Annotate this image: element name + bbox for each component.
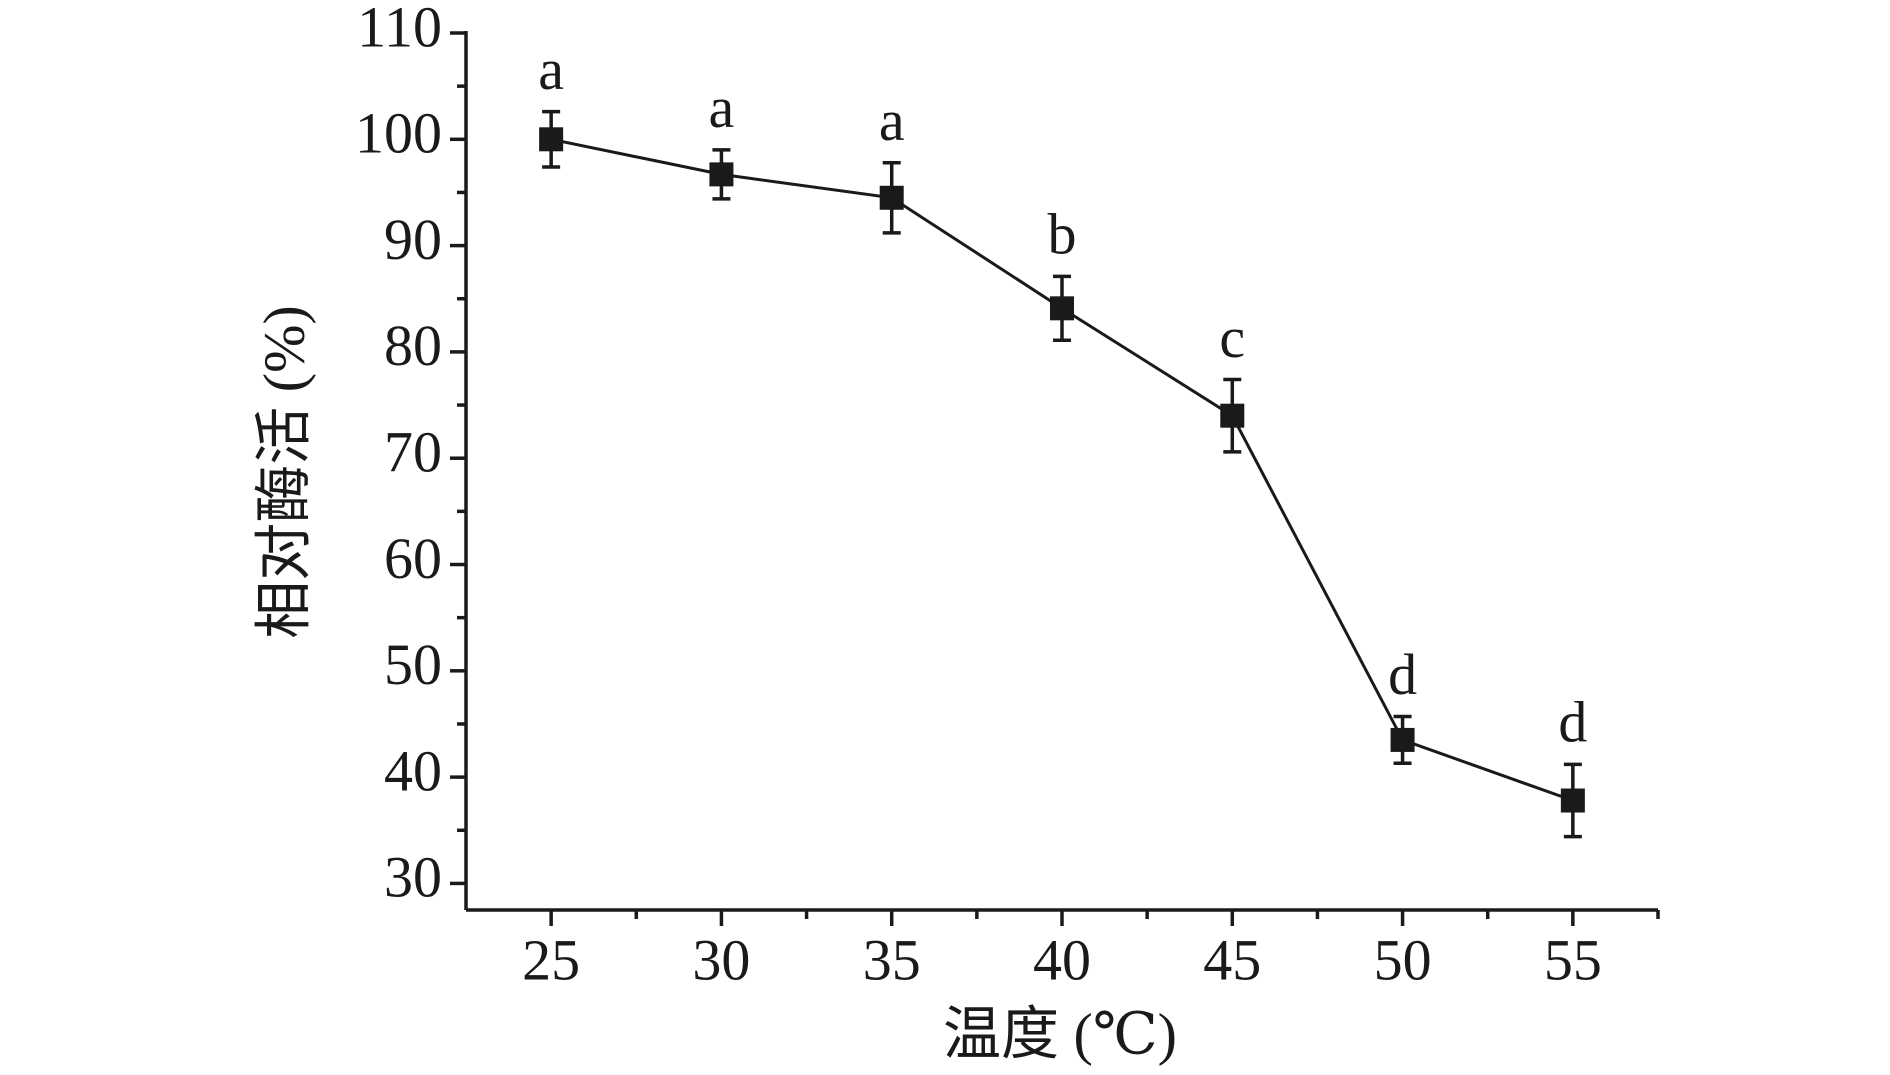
y-tick-label: 60 xyxy=(384,526,442,591)
data-point xyxy=(1220,403,1245,428)
significance-label: d xyxy=(1388,642,1417,707)
x-tick-label: 30 xyxy=(692,927,750,992)
x-tick-label: 35 xyxy=(863,927,921,992)
x-axis-label: 温度 (℃) xyxy=(943,1001,1177,1066)
data-point xyxy=(1560,788,1585,813)
x-tick-label: 55 xyxy=(1544,927,1602,992)
y-tick-label: 50 xyxy=(384,632,442,697)
x-tick-label: 50 xyxy=(1374,927,1432,992)
x-tick-label: 25 xyxy=(522,927,580,992)
x-tick-label: 45 xyxy=(1203,927,1261,992)
data-point xyxy=(879,185,904,210)
data-point xyxy=(709,162,734,187)
y-tick-label: 80 xyxy=(384,313,442,378)
y-tick-label: 90 xyxy=(384,207,442,272)
y-tick-label: 70 xyxy=(384,420,442,485)
data-point xyxy=(1390,727,1415,752)
data-point xyxy=(1050,296,1074,321)
significance-label: c xyxy=(1219,305,1245,370)
significance-label: a xyxy=(879,88,905,153)
y-tick-label: 110 xyxy=(357,0,442,59)
x-tick-label: 40 xyxy=(1033,927,1091,992)
y-tick-label: 100 xyxy=(355,101,442,166)
significance-label: a xyxy=(538,37,564,102)
significance-label: b xyxy=(1048,202,1077,267)
data-point xyxy=(539,127,564,152)
y-tick-label: 30 xyxy=(384,845,442,910)
significance-label: a xyxy=(709,75,735,140)
y-tick-label: 40 xyxy=(384,738,442,803)
y-axis-label: 相对酶活 (%) xyxy=(251,305,316,638)
significance-label: d xyxy=(1558,690,1587,755)
